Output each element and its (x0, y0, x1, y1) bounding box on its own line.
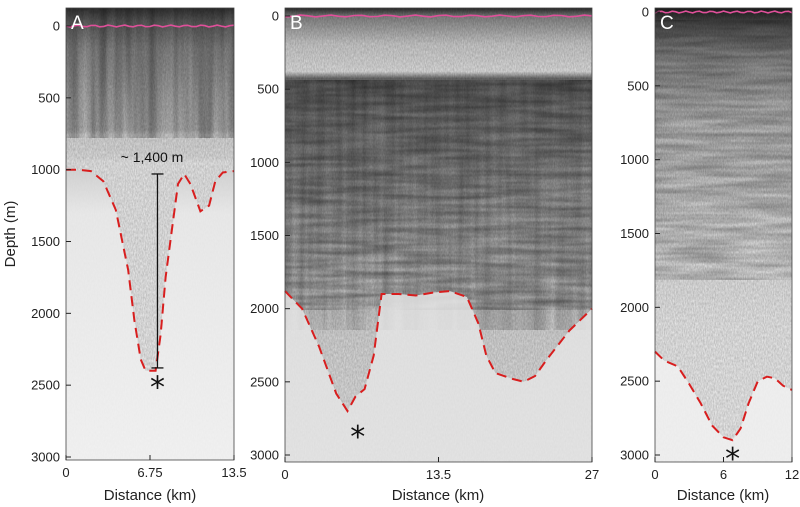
y-tick-label: 2500 (250, 374, 279, 389)
panel-b-asterisk: * (350, 420, 365, 455)
x-axis-label-a: Distance (km) (104, 487, 197, 504)
panel-c-asterisk: * (725, 442, 740, 477)
y-tick-label: 2000 (31, 306, 60, 321)
y-tick-label: 1000 (250, 155, 279, 170)
x-tick-label: 0 (651, 467, 658, 482)
y-tick-label: 0 (642, 5, 649, 20)
y-tick-label: 2000 (250, 301, 279, 316)
x-tick-label: 0 (62, 465, 69, 480)
y-tick-label: 3000 (620, 448, 649, 463)
x-tick-label: 13.5 (426, 467, 451, 482)
x-tick-label: 13.5 (221, 465, 246, 480)
y-tick-label: 3000 (250, 448, 279, 463)
y-tick-label: 500 (627, 78, 649, 93)
y-tick-label: 0 (53, 19, 60, 34)
y-axis-label: Depth (m) (2, 201, 19, 268)
y-tick-label: 1000 (620, 152, 649, 167)
panel-b-label: B (290, 13, 303, 34)
y-tick-label: 500 (38, 90, 60, 105)
y-tick-label: 3000 (31, 450, 60, 465)
panel-b-bed-fill (285, 291, 592, 462)
panel-c-surface-line (654, 10, 793, 14)
y-tick-label: 0 (272, 9, 279, 24)
y-tick-label: 1000 (31, 162, 60, 177)
panel-c: * C (654, 7, 793, 477)
x-tick-label: 0 (281, 467, 288, 482)
x-axis-label-b: Distance (km) (392, 487, 485, 504)
y-tick-label: 1500 (620, 226, 649, 241)
x-tick-label: 6 (720, 467, 727, 482)
panel-a-surface-line (65, 24, 235, 28)
y-tick-label: 2500 (31, 378, 60, 393)
panel-a-label: A (71, 13, 84, 34)
panel-a-bed-trace (66, 168, 235, 372)
panel-b: * B (284, 7, 593, 463)
panel-c-label: C (660, 13, 674, 34)
y-tick-label: 2000 (620, 300, 649, 315)
panel-c-bed-fill (655, 351, 792, 462)
y-tick-label: 2500 (620, 374, 649, 389)
x-tick-label: 12 (785, 467, 799, 482)
x-axis-label-c: Distance (km) (677, 487, 770, 504)
panel-b-bed-trace (284, 290, 593, 414)
panel-a-asterisk: * (150, 371, 165, 406)
y-tick-label: 1500 (250, 228, 279, 243)
panel-a: ~ 1,400 m * A (65, 7, 235, 461)
y-tick-label: 500 (257, 82, 279, 97)
panel-a-valley-fill (66, 169, 234, 460)
panel-b-surface-line (284, 14, 593, 18)
x-tick-label: 27 (585, 467, 599, 482)
x-tick-label: 6.75 (137, 465, 162, 480)
y-tick-label: 1500 (31, 234, 60, 249)
thickness-annotation: ~ 1,400 m (121, 149, 184, 165)
panel-c-bed-trace (654, 350, 793, 442)
